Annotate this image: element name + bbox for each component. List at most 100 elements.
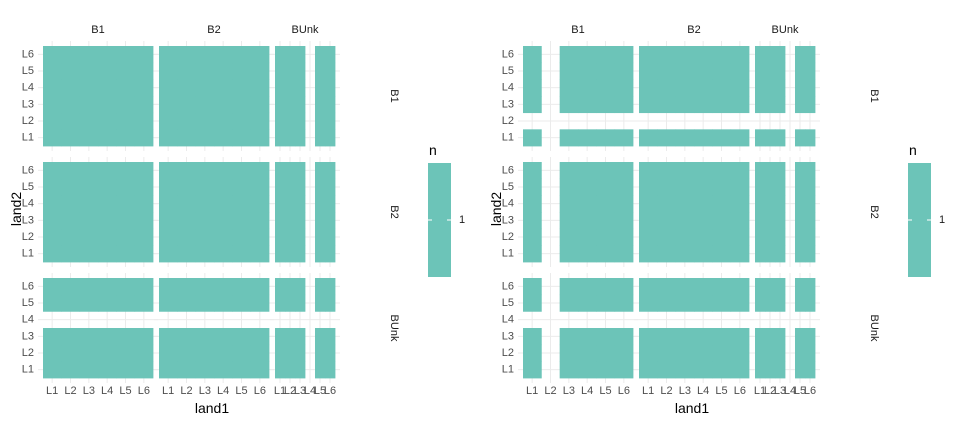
tile-BUnk-BUnk-L3-L1	[295, 361, 306, 379]
x-tick-label: L3	[294, 385, 306, 397]
facet-row-strip: B2	[388, 205, 400, 218]
tile-BUnk-B2-L3-L5	[195, 294, 215, 312]
tile-BUnk-BUnk-L6-L6	[805, 278, 816, 296]
tile-B1-B1-L1-L4	[523, 79, 542, 97]
tile-B2-B2-L3-L2	[195, 228, 215, 246]
tile-B1-BUnk-L1-L3	[275, 96, 286, 114]
tile-BUnk-B1-L4-L2	[578, 344, 597, 362]
tile-B2-BUnk-L5-L3	[315, 212, 326, 230]
tile-B2-B1-L4-L5	[98, 178, 117, 196]
tile-B1-B2-L1-L6	[639, 46, 658, 64]
tile-B2-BUnk-L1-L5	[755, 178, 766, 196]
tile-BUnk-B1-L6-L1	[614, 361, 634, 379]
tile-B1-B2-L6-L2	[250, 112, 270, 130]
tile-B1-B2-L4-L1	[694, 129, 713, 147]
tile-B1-B2-L5-L3	[712, 96, 732, 114]
tile-B2-BUnk-L3-L4	[775, 195, 786, 213]
facet-panel-BUnk-B1	[518, 273, 638, 383]
tile-B1-B2-L6-L5	[730, 62, 750, 80]
tile-B1-B2-L1-L6	[159, 46, 178, 64]
tile-BUnk-B1-L5-L5	[116, 294, 136, 312]
tile-B1-B1-L6-L1	[134, 129, 154, 147]
tile-BUnk-B1-L4-L5	[578, 294, 597, 312]
tile-BUnk-BUnk-L6-L2	[805, 344, 816, 362]
tile-B2-B1-L6-L3	[134, 212, 154, 230]
tile-B1-B2-L1-L4	[639, 79, 658, 97]
tile-B1-B2-L5-L6	[232, 46, 252, 64]
tile-B2-B1-L6-L4	[614, 195, 634, 213]
tile-B2-BUnk-L6-L2	[325, 228, 336, 246]
tile-B2-B2-L4-L5	[694, 178, 713, 196]
tile-BUnk-BUnk-L1-L1	[755, 361, 766, 379]
tile-B1-B1-L6-L1	[614, 129, 634, 147]
tile-B1-B1-L1-L1	[43, 129, 62, 147]
tile-B1-BUnk-L3-L3	[295, 96, 306, 114]
facet-panel-BUnk-BUnk	[750, 273, 820, 383]
tile-B1-BUnk-L5-L5	[795, 62, 806, 80]
tile-B2-B1-L3-L2	[559, 228, 579, 246]
tile-B2-B1-L5-L4	[596, 195, 616, 213]
tile-B2-BUnk-L5-L5	[795, 178, 806, 196]
tile-B2-B1-L3-L1	[79, 245, 99, 263]
tile-B1-B2-L6-L4	[250, 79, 270, 97]
tile-B2-BUnk-L5-L4	[315, 195, 326, 213]
tile-B2-BUnk-L5-L2	[315, 228, 326, 246]
tile-BUnk-B2-L3-L2	[675, 344, 695, 362]
tile-B1-B1-L3-L5	[559, 62, 579, 80]
tile-B1-B1-L1-L6	[43, 46, 62, 64]
tile-B2-BUnk-L1-L6	[755, 162, 766, 180]
tile-BUnk-B2-L3-L5	[675, 294, 695, 312]
tile-B1-BUnk-L5-L2	[315, 112, 326, 130]
tile-B1-B1-L6-L5	[134, 62, 154, 80]
tile-B1-B2-L2-L4	[657, 79, 677, 97]
tile-B1-BUnk-L3-L4	[775, 79, 786, 97]
tile-B2-B1-L1-L3	[523, 212, 542, 230]
tile-B2-B2-L2-L2	[657, 228, 677, 246]
x-tick-label: L1	[526, 385, 538, 397]
tile-B2-BUnk-L5-L1	[315, 245, 326, 263]
tile-B2-B2-L3-L3	[195, 212, 215, 230]
tile-BUnk-B1-L6-L6	[614, 278, 634, 296]
tile-B2-B2-L5-L2	[232, 228, 252, 246]
tile-BUnk-B2-L1-L5	[639, 294, 658, 312]
tile-BUnk-B1-L4-L5	[98, 294, 117, 312]
tile-B1-B1-L6-L3	[614, 96, 634, 114]
tile-B2-B2-L4-L4	[694, 195, 713, 213]
tile-B1-B1-L3-L1	[79, 129, 99, 147]
tile-B1-B1-L4-L4	[578, 79, 597, 97]
y-tick-label: L2	[502, 347, 514, 359]
tile-B2-B1-L3-L6	[79, 162, 99, 180]
tile-BUnk-BUnk-L2-L6	[765, 278, 776, 296]
facet-panel-B2-B2	[634, 157, 754, 267]
tile-B1-B2-L1-L3	[159, 96, 178, 114]
tile-BUnk-B1-L4-L6	[578, 278, 597, 296]
tile-BUnk-B2-L3-L1	[195, 361, 215, 379]
y-tick-label: L3	[22, 98, 34, 110]
facet-panel-B2-B2	[154, 157, 274, 267]
y-tick-label: L6	[502, 48, 514, 60]
tile-B1-B2-L4-L4	[694, 79, 713, 97]
tile-B1-BUnk-L3-L6	[775, 46, 786, 64]
tile-BUnk-BUnk-L5-L1	[795, 361, 806, 379]
tile-B1-B2-L5-L5	[232, 62, 252, 80]
tile-B2-BUnk-L3-L5	[295, 178, 306, 196]
facet-panel-B1-B2	[634, 41, 754, 151]
tile-BUnk-B2-L5-L5	[232, 294, 252, 312]
tile-B1-B1-L5-L3	[116, 96, 136, 114]
tile-B2-B2-L3-L4	[675, 195, 695, 213]
tile-B2-B2-L1-L5	[159, 178, 178, 196]
tile-B1-B2-L6-L1	[250, 129, 270, 147]
tile-B1-B1-L3-L6	[79, 46, 99, 64]
tile-B1-BUnk-L5-L6	[795, 46, 806, 64]
tile-B2-BUnk-L1-L1	[755, 245, 766, 263]
tile-B1-B2-L6-L4	[730, 79, 750, 97]
tile-B2-B2-L5-L5	[232, 178, 252, 196]
tile-B2-BUnk-L6-L4	[805, 195, 816, 213]
tile-BUnk-B1-L6-L5	[614, 294, 634, 312]
tile-B2-B2-L2-L5	[657, 178, 677, 196]
tile-B1-B2-L6-L1	[730, 129, 750, 147]
x-tick-label: L4	[784, 385, 796, 397]
tile-BUnk-B2-L6-L2	[730, 344, 750, 362]
tile-B2-B2-L1-L2	[159, 228, 178, 246]
tile-B1-B1-L6-L4	[134, 79, 154, 97]
